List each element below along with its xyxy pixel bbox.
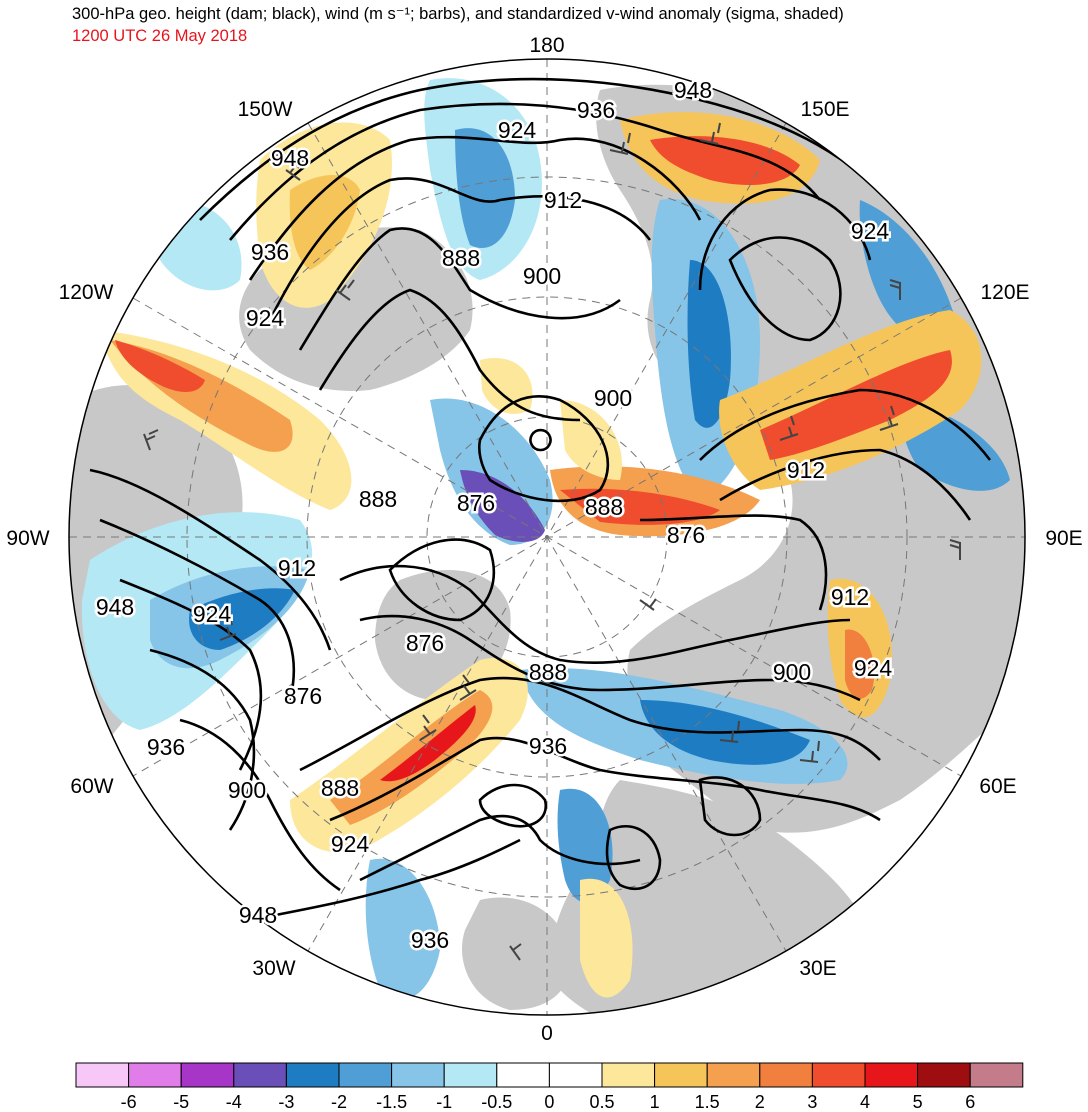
colorbar-label: 1.5 — [695, 1092, 720, 1112]
colorbar-label: 3 — [807, 1092, 817, 1112]
colorbar-swatch — [128, 1062, 182, 1088]
contour-labels: 948 936 924 912 900 888 948 936 924 888 876 900 888 8… — [93, 75, 895, 956]
lon-label-150e: 150E — [800, 98, 849, 121]
contour-label: 936 — [251, 239, 289, 265]
contour-label: 948 — [96, 594, 134, 620]
colorbar-swatch — [285, 1062, 340, 1088]
contour-label: 912 — [787, 457, 825, 483]
colorbar: -6 -5 -4 -3 -2 -1.5 -1 -0.5 0 0.5 1 1.5 2 3 4 5 6 — [75, 1062, 1024, 1112]
colorbar-label: -1 — [436, 1092, 452, 1112]
colorbar-swatch — [338, 1062, 393, 1088]
colorbar-label: -1.5 — [376, 1092, 407, 1112]
height-contours — [89, 77, 992, 922]
contour-label: 948 — [271, 145, 309, 171]
lon-label-30e: 30E — [799, 957, 836, 980]
valid-time: 1200 UTC 26 May 2018 — [72, 27, 248, 45]
colorbar-label: 1 — [650, 1092, 660, 1112]
contour-label: 912 — [544, 187, 582, 213]
contour-label: 936 — [577, 97, 615, 123]
contour-label: 876 — [406, 630, 444, 656]
wind-barbs — [143, 122, 961, 961]
colorbar-label: 0.5 — [589, 1092, 614, 1112]
contour-label: 900 — [228, 777, 266, 803]
contour-label: 948 — [239, 902, 277, 928]
colorbar-swatch — [496, 1062, 550, 1088]
contour-label: 888 — [359, 486, 397, 512]
colorbar-label: -0.5 — [481, 1092, 512, 1112]
contour-label: 936 — [529, 733, 567, 759]
colorbar-swatch — [391, 1062, 445, 1088]
contour-label: 900 — [523, 263, 561, 289]
colorbar-swatch — [443, 1062, 498, 1088]
graticule — [69, 59, 1025, 1015]
lon-label-90w: 90W — [6, 527, 49, 550]
contour-label: 876 — [667, 522, 705, 548]
colorbar-swatch — [180, 1062, 235, 1088]
lon-label-90e: 90E — [1045, 527, 1082, 550]
lon-label-120w: 120W — [59, 281, 114, 304]
colorbar-swatch — [811, 1062, 866, 1088]
longitude-labels: 180 0 90W 90E 120W 150W 150E 120E 60W 30… — [6, 34, 1082, 1045]
contour-label: 912 — [831, 584, 869, 610]
colorbar-label: -6 — [121, 1092, 137, 1112]
lon-label-180: 180 — [529, 34, 564, 57]
colorbar-swatch — [601, 1062, 656, 1088]
contour-label: 912 — [278, 555, 316, 581]
contour-label: 876 — [457, 490, 495, 516]
lon-label-120e: 120E — [980, 281, 1029, 304]
colorbar-label: -5 — [173, 1092, 189, 1112]
colorbar-swatch — [75, 1062, 130, 1088]
colorbar-swatch — [759, 1062, 813, 1088]
colorbar-swatch — [864, 1062, 919, 1088]
contour-label: 924 — [851, 218, 890, 244]
contour-label: 936 — [147, 734, 185, 760]
contour-label: 888 — [321, 775, 359, 801]
contour-label: 924 — [246, 305, 285, 331]
lon-label-60w: 60W — [70, 775, 113, 798]
lon-label-0: 0 — [541, 1022, 553, 1045]
colorbar-label: 2 — [755, 1092, 765, 1112]
colorbar-swatch — [706, 1062, 761, 1088]
colorbar-label: -3 — [278, 1092, 294, 1112]
colorbar-label: 0 — [544, 1092, 554, 1112]
contour-label: 924 — [498, 117, 537, 143]
contour-label: 924 — [854, 655, 893, 681]
colorbar-label: 5 — [913, 1092, 923, 1112]
colorbar-swatch — [969, 1062, 1024, 1088]
colorbar-swatch — [654, 1062, 708, 1088]
contour-label: 876 — [284, 683, 322, 709]
shaded-anomaly-layer — [69, 59, 1025, 1015]
negative-anomaly-shading — [81, 78, 1010, 1000]
lon-label-150w: 150W — [238, 98, 293, 121]
colorbar-swatch — [233, 1062, 287, 1088]
contour-label: 900 — [594, 385, 632, 411]
map-title: 300-hPa geo. height (dam; black), wind (… — [72, 5, 844, 23]
contour-label: 888 — [585, 494, 623, 520]
colorbar-label: -2 — [331, 1092, 347, 1112]
colorbar-swatch — [548, 1062, 603, 1088]
contour-label: 900 — [773, 659, 811, 685]
contour-label: 924 — [193, 601, 232, 627]
lon-label-60e: 60E — [979, 775, 1016, 798]
globe-outline — [68, 58, 1026, 1016]
contour-label: 924 — [331, 831, 370, 857]
contour-label: 948 — [674, 77, 712, 103]
colorbar-label: -4 — [226, 1092, 242, 1112]
colorbar-swatch — [917, 1062, 971, 1088]
contour-label: 888 — [529, 659, 567, 685]
colorbar-label: 6 — [965, 1092, 975, 1112]
contour-label: 888 — [442, 245, 480, 271]
contour-label: 936 — [411, 927, 449, 953]
lon-label-30w: 30W — [252, 957, 295, 980]
colorbar-label: 4 — [860, 1092, 870, 1112]
